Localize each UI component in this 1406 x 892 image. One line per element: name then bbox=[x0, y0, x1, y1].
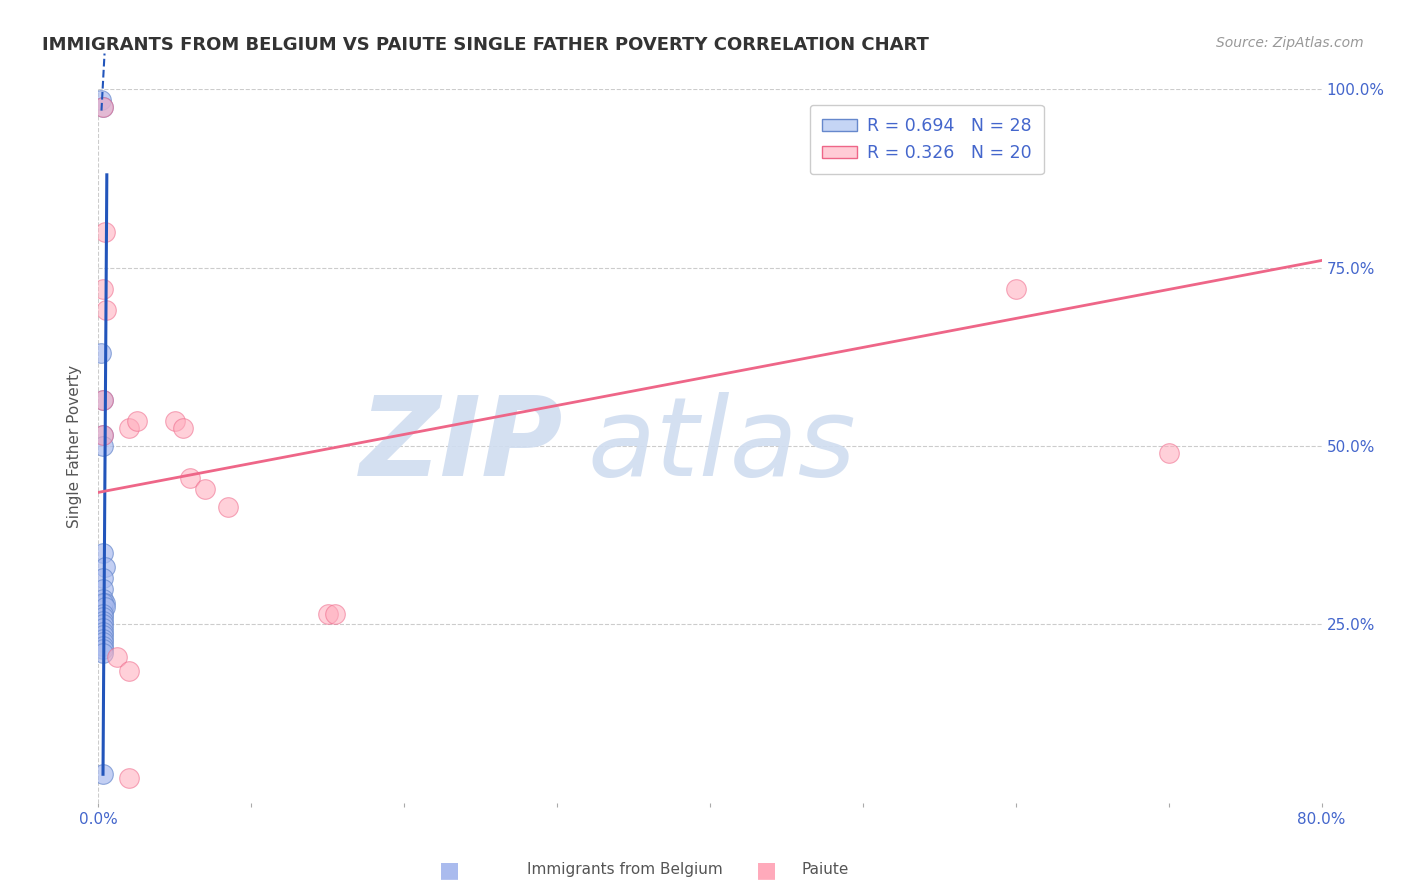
Point bbox=[91, 621, 114, 635]
Point bbox=[163, 414, 186, 428]
Text: Source: ZipAtlas.com: Source: ZipAtlas.com bbox=[1216, 36, 1364, 50]
Point bbox=[179, 471, 201, 485]
Point bbox=[90, 93, 112, 107]
Point bbox=[105, 649, 128, 664]
Point bbox=[91, 628, 114, 642]
Point bbox=[1157, 446, 1180, 460]
Point bbox=[91, 617, 114, 632]
Text: atlas: atlas bbox=[588, 392, 856, 500]
Point bbox=[1004, 282, 1026, 296]
Point bbox=[325, 607, 347, 621]
Point bbox=[91, 582, 114, 596]
Point bbox=[91, 100, 114, 114]
Point bbox=[91, 428, 114, 442]
Text: Paiute: Paiute bbox=[801, 863, 849, 877]
Point bbox=[94, 303, 117, 318]
Point bbox=[118, 664, 141, 678]
Point bbox=[91, 642, 114, 657]
Point bbox=[217, 500, 239, 514]
Point bbox=[93, 560, 115, 574]
Point bbox=[172, 421, 194, 435]
Point bbox=[91, 392, 114, 407]
Point bbox=[91, 632, 114, 646]
Point bbox=[91, 639, 114, 653]
Point bbox=[91, 646, 114, 660]
Y-axis label: Single Father Poverty: Single Father Poverty bbox=[67, 365, 83, 527]
Point bbox=[91, 428, 114, 442]
Text: ZIP: ZIP bbox=[360, 392, 564, 500]
Point bbox=[91, 282, 114, 296]
Point bbox=[91, 596, 114, 610]
Point bbox=[91, 439, 114, 453]
Point bbox=[91, 392, 114, 407]
Point bbox=[93, 599, 115, 614]
Point bbox=[91, 592, 114, 607]
Point bbox=[118, 421, 141, 435]
Text: Immigrants from Belgium: Immigrants from Belgium bbox=[527, 863, 723, 877]
Text: ■: ■ bbox=[756, 860, 776, 880]
Point bbox=[91, 624, 114, 639]
Legend: R = 0.694   N = 28, R = 0.326   N = 20: R = 0.694 N = 28, R = 0.326 N = 20 bbox=[810, 105, 1043, 174]
Point bbox=[91, 635, 114, 649]
Point bbox=[194, 482, 217, 496]
Point bbox=[90, 346, 112, 360]
Point bbox=[91, 603, 114, 617]
Point bbox=[91, 767, 114, 781]
Point bbox=[91, 610, 114, 624]
Point bbox=[118, 771, 141, 785]
Point bbox=[91, 100, 114, 114]
Text: ■: ■ bbox=[440, 860, 460, 880]
Point bbox=[91, 614, 114, 628]
Point bbox=[91, 546, 114, 560]
Point bbox=[91, 607, 114, 621]
Point bbox=[91, 571, 114, 585]
Point bbox=[125, 414, 148, 428]
Point bbox=[93, 596, 115, 610]
Point bbox=[316, 607, 339, 621]
Text: IMMIGRANTS FROM BELGIUM VS PAIUTE SINGLE FATHER POVERTY CORRELATION CHART: IMMIGRANTS FROM BELGIUM VS PAIUTE SINGLE… bbox=[42, 36, 929, 54]
Point bbox=[93, 225, 115, 239]
